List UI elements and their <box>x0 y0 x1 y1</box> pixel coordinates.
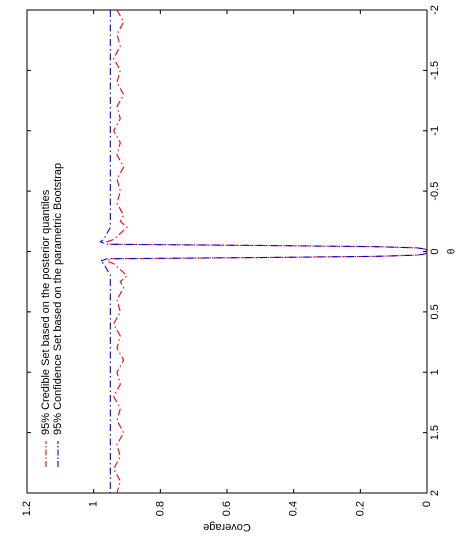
y-tick-label: 1 <box>88 501 100 507</box>
series-line-2 <box>99 10 428 493</box>
x-tick-label: 0 <box>429 248 441 254</box>
x-tick-label: -1.5 <box>429 61 441 80</box>
series-line-1 <box>105 9 428 494</box>
y-axis-label: Coverage <box>203 521 251 533</box>
legend-label-2: 95% Confidence Set based on the parametr… <box>52 163 64 435</box>
y-tick-label: 0 <box>421 501 433 507</box>
x-tick-label: 0.5 <box>429 304 441 319</box>
x-axis-label: θ <box>447 248 457 254</box>
y-tick-label: 0.2 <box>354 501 366 516</box>
plot-layer: -2 -1.5 -1 -0.5 0 0.5 1 1.5 2 0 0.2 0.4 0.6 0.8 1 1.2 Co… <box>21 5 457 533</box>
x-tick-label: -0.5 <box>429 182 441 201</box>
x-tick-label: -1 <box>429 126 441 136</box>
y-tick-label: 0.6 <box>221 501 233 516</box>
y-tick-label: 0.8 <box>154 501 166 516</box>
y-tick-label: 0.4 <box>288 501 300 516</box>
x-tick-label: -2 <box>429 5 441 15</box>
plot-frame <box>26 9 428 494</box>
x-tick-label: 1.5 <box>429 425 441 440</box>
legend-label-1: 95% Credible Set based on the posterior … <box>40 189 52 435</box>
x-tick-label: 1 <box>429 369 441 375</box>
x-tick-label: 2 <box>429 490 441 496</box>
y-tick-label: 1.2 <box>21 501 33 516</box>
